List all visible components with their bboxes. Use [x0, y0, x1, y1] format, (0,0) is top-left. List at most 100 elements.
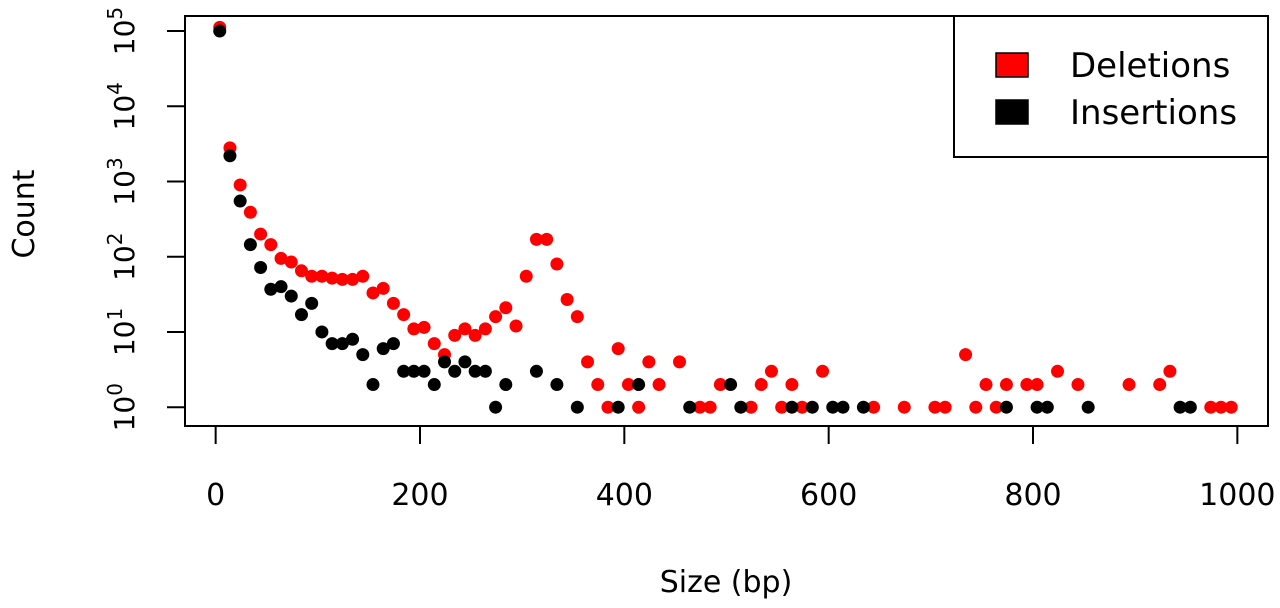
- insertions-point: [856, 400, 870, 414]
- insertions-point: [213, 24, 227, 38]
- insertions-point: [274, 280, 288, 294]
- insertions-point: [724, 378, 738, 392]
- deletions-point: [693, 400, 707, 414]
- insertions-point: [734, 400, 748, 414]
- deletions-point: [407, 322, 421, 336]
- insertions-point: [346, 332, 360, 346]
- x-tick-label: 800: [1004, 478, 1061, 513]
- insertions-point: [468, 364, 482, 378]
- deletions-point: [867, 400, 881, 414]
- deletions-point: [1020, 378, 1034, 392]
- insertions-point: [264, 282, 278, 296]
- insertions-point: [315, 325, 329, 339]
- insertions-point: [999, 400, 1013, 414]
- x-tick-label: 1000: [1199, 478, 1275, 513]
- insertions-point: [366, 378, 380, 392]
- deletions-point: [785, 378, 799, 392]
- data-points: [213, 20, 1238, 414]
- deletions-point: [294, 264, 308, 278]
- deletions-point: [427, 337, 441, 351]
- insertions-point: [254, 260, 268, 274]
- deletions-point: [928, 400, 942, 414]
- y-tick-label: 103: [103, 157, 141, 205]
- deletions-point: [274, 251, 288, 265]
- deletions-point: [1051, 364, 1065, 378]
- insertions-point: [356, 348, 370, 362]
- deletions-point: [989, 400, 1003, 414]
- deletions-point: [795, 400, 809, 414]
- deletions-point: [754, 378, 768, 392]
- deletions-point: [601, 400, 615, 414]
- deletions-point: [499, 301, 513, 315]
- deletions-point: [458, 322, 472, 336]
- deletions-point: [764, 364, 778, 378]
- legend-label-deletions: Deletions: [1070, 46, 1230, 86]
- deletions-point: [703, 400, 717, 414]
- legend: Deletions Insertions: [953, 15, 1269, 158]
- deletions-point: [1224, 400, 1238, 414]
- insertions-point: [632, 378, 646, 392]
- deletions-point: [621, 378, 635, 392]
- insertions-point: [805, 400, 819, 414]
- insertions-point: [335, 337, 349, 351]
- insertions-point: [499, 378, 513, 392]
- legend-swatch-deletions: [995, 52, 1029, 78]
- x-tick-label: 400: [596, 478, 653, 513]
- deletions-point: [325, 271, 339, 285]
- insertions-point: [478, 364, 492, 378]
- deletions-point: [713, 378, 727, 392]
- deletions-point: [264, 238, 278, 252]
- deletions-point: [938, 400, 952, 414]
- deletions-point: [509, 319, 523, 333]
- deletions-point: [1071, 378, 1085, 392]
- deletions-point: [284, 255, 298, 269]
- deletions-point: [346, 272, 360, 286]
- deletions-point: [673, 355, 687, 369]
- y-axis: 100 101 102 103 104 105: [103, 7, 186, 431]
- insertions-point: [243, 238, 257, 252]
- deletions-point: [1122, 378, 1136, 392]
- series-insertions: [213, 24, 1197, 414]
- deletions-point: [397, 308, 411, 322]
- deletions-point: [305, 269, 319, 283]
- deletions-point: [581, 355, 595, 369]
- y-tick-label: 100: [103, 383, 141, 431]
- deletions-point: [417, 320, 431, 334]
- insertions-point: [1173, 400, 1187, 414]
- insertions-point: [386, 337, 400, 351]
- deletions-point: [959, 348, 973, 362]
- y-tick-label: 102: [103, 233, 141, 281]
- insertions-point: [1183, 400, 1197, 414]
- deletions-point: [376, 281, 390, 295]
- deletions-point: [386, 296, 400, 310]
- deletions-point: [335, 272, 349, 286]
- deletions-point: [468, 328, 482, 342]
- deletions-point: [969, 400, 983, 414]
- insertions-point: [550, 378, 564, 392]
- deletions-point: [999, 378, 1013, 392]
- y-axis-title: Count: [7, 169, 42, 258]
- legend-swatch-insertions: [995, 99, 1029, 125]
- insertions-point: [284, 289, 298, 303]
- insertions-point: [305, 296, 319, 310]
- deletions-point: [570, 310, 584, 324]
- insertions-point: [294, 308, 308, 322]
- insertions-point: [325, 337, 339, 351]
- x-tick-label: 0: [206, 478, 225, 513]
- insertions-point: [489, 400, 503, 414]
- x-axis: 0 200 400 600 800 1000: [206, 425, 1276, 513]
- insertions-point: [417, 364, 431, 378]
- legend-box: [953, 15, 1269, 158]
- insertions-point: [427, 378, 441, 392]
- deletions-point: [233, 178, 247, 192]
- insertions-point: [570, 400, 584, 414]
- deletions-point: [652, 378, 666, 392]
- deletions-point: [356, 269, 370, 283]
- x-tick-label: 600: [800, 478, 857, 513]
- deletions-point: [591, 378, 605, 392]
- deletions-point: [519, 269, 533, 283]
- insertions-point: [826, 400, 840, 414]
- y-tick-label: 101: [103, 308, 141, 356]
- insertions-point: [683, 400, 697, 414]
